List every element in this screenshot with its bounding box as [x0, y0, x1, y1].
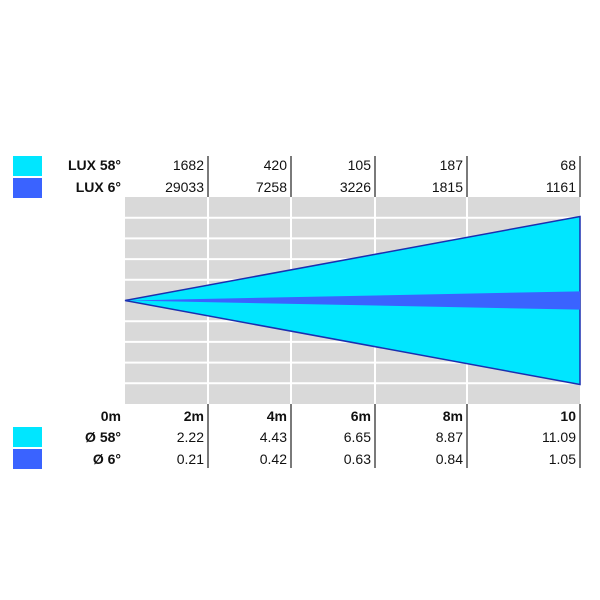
lux-value: 3226 — [340, 179, 371, 195]
legend-swatch-wide — [13, 156, 42, 176]
lux-legend: LUX 58° LUX 6° — [13, 156, 121, 198]
distance-label: 6m — [351, 408, 371, 424]
lux-value: 1161 — [546, 179, 576, 195]
diameter-value: 0.84 — [436, 451, 463, 467]
lux-value: 1682 — [173, 157, 204, 173]
diameter-value: 0.42 — [260, 451, 287, 467]
beam-6-cone — [125, 291, 580, 310]
lux-values: 1682 420 105 187 68 29033 7258 3226 1815 1161 — [165, 156, 581, 197]
diameter-row-label: Ø 6° — [93, 451, 121, 467]
lux-value: 1815 — [432, 179, 463, 195]
diameter-value: 0.21 — [177, 451, 204, 467]
lux-value: 7258 — [256, 179, 287, 195]
diameter-value: 4.43 — [260, 429, 287, 445]
diameter-swatch-narrow — [13, 449, 42, 469]
diameter-value: 6.65 — [344, 429, 371, 445]
distance-label: 2m — [184, 408, 204, 424]
diameter-value: 8.87 — [436, 429, 463, 445]
diameter-swatch-wide — [13, 427, 42, 447]
diameter-value: 11.09 — [542, 429, 576, 445]
lux-value: 68 — [560, 157, 576, 173]
lux-value: 29033 — [165, 179, 204, 195]
diameter-row-label: Ø 58° — [85, 429, 121, 445]
lux-value: 105 — [348, 157, 372, 173]
lux-row-label: LUX 6° — [76, 179, 121, 195]
diameter-value: 0.63 — [344, 451, 371, 467]
distance-label: 4m — [267, 408, 287, 424]
distance-label: 0m — [101, 408, 121, 424]
lux-row-label: LUX 58° — [68, 157, 121, 173]
legend-swatch-narrow — [13, 178, 42, 198]
distance-diameter-table: 0m 2m 4m 6m 8m 10 Ø 58° 2.22 4.43 6.65 8.87 11.09 Ø … — [13, 404, 581, 469]
lux-value: 420 — [264, 157, 288, 173]
distance-label: 10 — [560, 408, 576, 424]
diameter-value: 1.05 — [549, 451, 576, 467]
distance-label: 8m — [443, 408, 463, 424]
diameter-value: 2.22 — [177, 429, 204, 445]
lux-value: 187 — [440, 157, 464, 173]
plot-area — [124, 197, 581, 404]
